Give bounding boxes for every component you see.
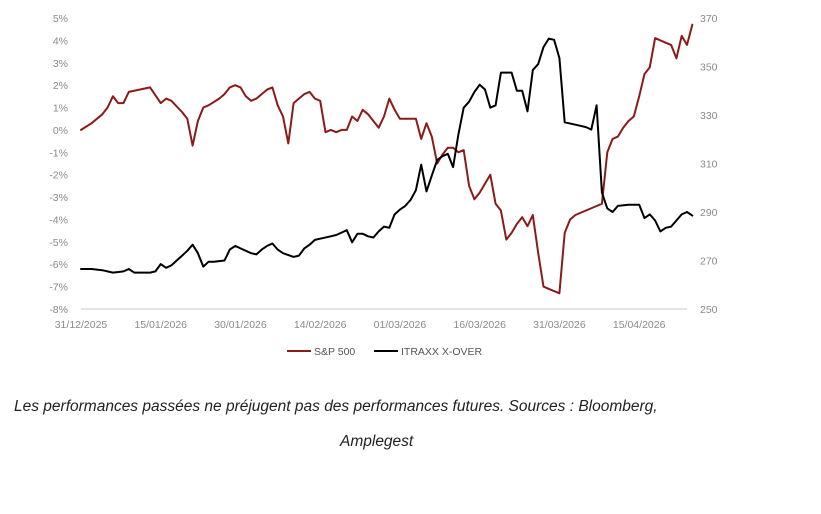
legend: S&P 500 ITRAXX X-OVER — [287, 346, 483, 358]
left-axis-tick-label: -2% — [49, 170, 68, 182]
x-axis-tick-label: 15/04/2026 — [613, 319, 666, 331]
left-axis-tick-label: 3% — [53, 58, 68, 70]
right-axis-tick-label: 270 — [700, 256, 718, 268]
left-axis-tick-label: -5% — [49, 237, 68, 249]
left-axis-tick-label: -3% — [49, 192, 68, 204]
x-axis-tick-label: 31/03/2026 — [533, 319, 586, 331]
x-axis-tick-label: 31/12/2025 — [55, 319, 108, 331]
left-axis-tick-label: 4% — [53, 35, 68, 47]
dual-axis-line-chart: 5% 4% 3% 2% 1% 0% -1% -2% -3% -4% -5% -6% -7% -8% 370… — [49, 13, 718, 358]
x-axis-tick-label: 30/01/2026 — [214, 319, 267, 331]
caption-source: Amplegest — [340, 433, 414, 450]
right-axis-tick-label: 330 — [700, 110, 718, 122]
left-axis-tick-label: -1% — [49, 147, 68, 159]
right-axis-tick-label: 290 — [700, 207, 718, 219]
x-axis-tick-label: 01/03/2026 — [374, 319, 427, 331]
x-axis-tick-labels: 31/12/2025 15/01/2026 30/01/2026 14/02/2026… — [55, 319, 666, 331]
x-axis-tick-label: 15/01/2026 — [134, 319, 187, 331]
caption-disclaimer: Les performances passées ne préjugent pa… — [14, 398, 658, 415]
left-axis-tick-label: -7% — [49, 282, 68, 294]
series-line-sp500 — [80, 23, 694, 295]
left-axis-tick-label: -6% — [49, 259, 68, 271]
left-axis-tick-labels: 5% 4% 3% 2% 1% 0% -1% -2% -3% -4% -5% -6% -7% -8% — [49, 13, 68, 316]
left-axis-tick-label: 1% — [53, 103, 68, 115]
x-axis-tick-label: 16/03/2026 — [453, 319, 506, 331]
left-axis-tick-label: 5% — [53, 13, 68, 25]
series-lines — [80, 23, 694, 295]
x-axis-tick-label: 14/02/2026 — [294, 319, 347, 331]
left-axis-tick-label: 2% — [53, 80, 68, 92]
right-axis-tick-label: 250 — [700, 304, 718, 316]
left-axis-tick-label: -8% — [49, 304, 68, 316]
right-axis-tick-labels: 370 350 330 310 290 270 250 — [700, 13, 718, 316]
legend-label-sp500: S&P 500 — [314, 346, 355, 358]
legend-label-itraxx: ITRAXX X-OVER — [401, 346, 483, 358]
right-axis-tick-label: 370 — [700, 13, 718, 25]
series-line-itraxx — [80, 37, 694, 274]
right-axis-tick-label: 350 — [700, 62, 718, 74]
right-axis-tick-label: 310 — [700, 159, 718, 171]
left-axis-tick-label: -4% — [49, 214, 68, 226]
left-axis-tick-label: 0% — [53, 125, 68, 137]
